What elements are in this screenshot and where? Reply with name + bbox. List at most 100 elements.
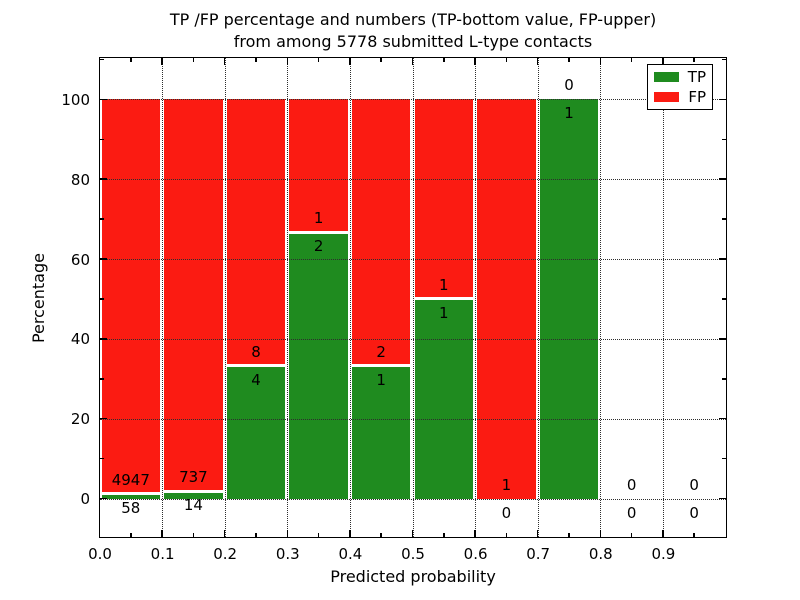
- y-tick-mark: [99, 258, 107, 260]
- fp-bar-segment: [101, 99, 161, 493]
- x-tick-mark: [98, 57, 101, 65]
- x-minor-tick-mark: [130, 57, 132, 62]
- x-tick-mark: [474, 57, 476, 65]
- fp-bar-segment: [164, 99, 223, 490]
- x-tick-label: 0.3: [275, 545, 300, 563]
- chart-title: TP /FP percentage and numbers (TP-bottom…: [100, 9, 726, 53]
- y-tick-mark: [718, 178, 726, 180]
- tp-count-label: 4: [251, 370, 261, 389]
- fp-count-label: 737: [179, 468, 208, 487]
- fp-count-label: 4947: [111, 470, 150, 489]
- y-minor-tick-mark: [99, 138, 104, 141]
- x-tick-mark: [98, 529, 101, 537]
- y-minor-tick-mark: [99, 218, 104, 220]
- fp-count-label: 8: [251, 342, 261, 361]
- tp-bar-segment: [539, 99, 599, 499]
- x-tick-mark: [411, 529, 414, 537]
- x-tick-mark: [474, 529, 476, 537]
- y-tick-mark: [718, 497, 726, 500]
- x-minor-tick-mark: [443, 57, 445, 62]
- tp-bar-segment: [164, 492, 223, 499]
- legend: TP FP: [647, 64, 713, 110]
- tp-bar-segment: [226, 367, 286, 499]
- tp-bar-segment: [351, 367, 411, 499]
- tp-count-label: 1: [439, 303, 449, 322]
- x-minor-tick-mark: [130, 532, 132, 537]
- y-tick-label: 0: [80, 490, 90, 509]
- x-tick-label: 0.8: [588, 545, 613, 563]
- plot-area: 4947 58 737 14 8 4 1 2 2 1 1 1 1 0 0 1 0 0 0 0: [98, 56, 727, 538]
- y-minor-tick-mark: [99, 457, 104, 460]
- x-minor-tick-mark: [693, 532, 695, 537]
- x-minor-tick-mark: [317, 57, 320, 62]
- x-minor-tick-mark: [443, 532, 445, 537]
- x-tick-label: 0.0: [88, 545, 112, 563]
- y-tick-mark: [718, 98, 726, 101]
- gridline-vertical: [475, 57, 477, 537]
- x-minor-tick-mark: [192, 532, 195, 537]
- x-minor-tick-mark: [255, 57, 257, 62]
- x-tick-mark: [536, 529, 539, 537]
- x-tick-label: 0.7: [526, 545, 551, 563]
- fp-count-label: 1: [501, 475, 512, 494]
- y-tick-label: 20: [70, 410, 90, 429]
- fp-bar-segment: [289, 99, 348, 231]
- y-tick-mark: [99, 98, 107, 101]
- x-tick-mark: [223, 529, 226, 537]
- x-tick-mark: [662, 57, 664, 65]
- y-tick-mark: [99, 497, 107, 500]
- x-tick-mark: [599, 57, 602, 65]
- x-tick-mark: [223, 57, 226, 65]
- gridline-vertical: [412, 57, 414, 537]
- tp-bar-segment: [101, 495, 161, 499]
- gridline-vertical: [600, 57, 602, 537]
- x-minor-tick-mark: [380, 532, 382, 537]
- y-minor-tick-mark: [99, 58, 104, 61]
- fp-bar-segment: [414, 99, 474, 298]
- y-tick-mark: [718, 258, 726, 260]
- y-tick-mark: [718, 417, 726, 420]
- x-tick-mark: [286, 57, 289, 65]
- y-tick-mark: [99, 178, 107, 180]
- gridline-vertical: [662, 57, 664, 537]
- x-tick-mark: [286, 529, 289, 537]
- tp-count-label: 0: [689, 503, 699, 522]
- y-tick-label: 100: [61, 90, 90, 109]
- y-minor-tick-mark: [721, 58, 726, 61]
- gridline-vertical: [537, 57, 539, 537]
- x-minor-tick-mark: [630, 57, 633, 62]
- x-tick-label: 0.4: [338, 545, 363, 563]
- y-tick-label: 60: [70, 250, 90, 269]
- y-minor-tick-mark: [721, 218, 726, 220]
- fp-bar-segment: [351, 99, 411, 365]
- tp-bar-segment: [289, 233, 348, 499]
- chart-title-line-2: from among 5778 submitted L-type contact…: [233, 32, 593, 51]
- chart-title-line-1: TP /FP percentage and numbers (TP-bottom…: [169, 10, 657, 29]
- fp-count-label: 0: [689, 475, 699, 494]
- x-minor-tick-mark: [505, 532, 508, 537]
- y-tick-mark: [99, 338, 107, 340]
- x-minor-tick-mark: [255, 532, 257, 537]
- legend-entry-tp: TP: [654, 69, 706, 85]
- x-minor-tick-mark: [192, 57, 195, 62]
- fp-bar-segment: [477, 99, 536, 499]
- x-tick-label: 0.9: [651, 545, 676, 563]
- x-tick-mark: [161, 57, 163, 65]
- fp-count-label: 0: [564, 76, 574, 95]
- fp-count-label: 1: [313, 209, 324, 228]
- x-tick-mark: [536, 57, 539, 65]
- tp-count-label: 0: [626, 503, 637, 522]
- x-minor-tick-mark: [317, 532, 320, 537]
- y-minor-tick-mark: [721, 378, 726, 380]
- x-tick-label: 0.5: [401, 545, 425, 563]
- x-minor-tick-mark: [380, 57, 382, 62]
- y-minor-tick-mark: [721, 298, 726, 300]
- x-tick-label: 0.1: [150, 545, 175, 563]
- y-tick-mark: [718, 338, 726, 340]
- y-minor-tick-mark: [721, 138, 726, 141]
- x-tick-mark: [599, 529, 602, 537]
- y-minor-tick-mark: [99, 378, 104, 380]
- x-tick-mark: [349, 529, 351, 537]
- fp-bar-segment: [226, 99, 286, 365]
